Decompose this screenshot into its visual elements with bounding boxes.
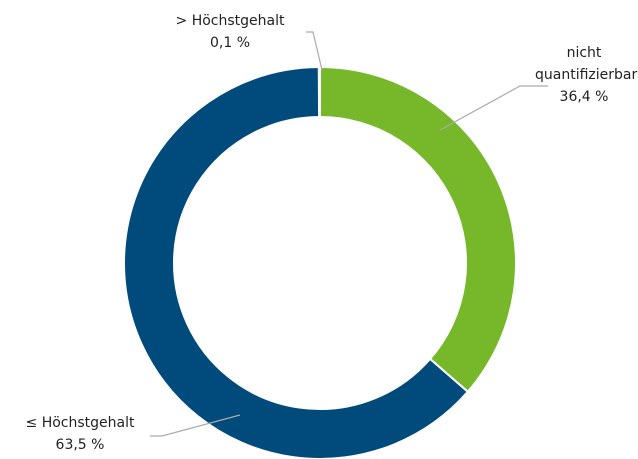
leader-line (439, 85, 548, 131)
donut-segment (123, 65, 470, 459)
data-label: ≤ Höchstgehalt 63,5 % (0, 412, 160, 456)
category-label: nicht quantifizierbar (535, 45, 638, 83)
value-label: 0,1 % (209, 35, 251, 51)
leader-line (150, 414, 241, 437)
data-label: > Höchstgehalt 0,1 % (150, 10, 310, 54)
category-label: > Höchstgehalt (175, 13, 285, 29)
donut-segment (319, 65, 517, 394)
category-label: ≤ Höchstgehalt (25, 415, 135, 431)
leader-line (306, 31, 323, 71)
value-label: 63,5 % (55, 437, 105, 453)
data-label: nicht quantifizierbar 36,4 % (535, 42, 638, 108)
value-label: 36,4 % (559, 89, 609, 105)
